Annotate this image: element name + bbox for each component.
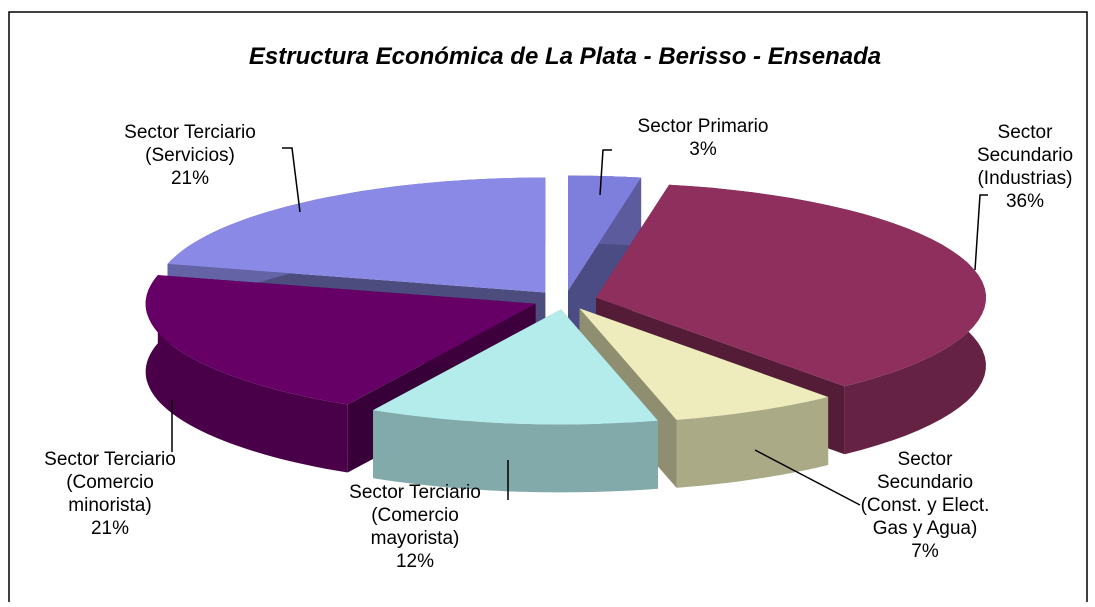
category-label: Sector Secundario (Industrias) — [977, 122, 1073, 189]
slice-side — [676, 397, 829, 488]
category-label: Sector Primario — [638, 116, 769, 137]
slice-side — [373, 410, 658, 493]
category-label: Sector Secundario (Const. y Elect. Gas y Ag… — [861, 449, 990, 539]
slice-top — [373, 309, 658, 425]
value-label: 7% — [911, 541, 939, 562]
pie-slice — [579, 308, 829, 488]
value-label: 12% — [396, 551, 434, 572]
frame — [8, 11, 1088, 607]
category-label: Sector Terciario (Comercio minorista) — [44, 449, 176, 516]
leader-line — [974, 194, 988, 271]
value-label: 3% — [689, 139, 717, 160]
chart-title: Estructura Económica de La Plata - Beris… — [249, 43, 881, 70]
leader-line — [282, 147, 301, 213]
slice-side — [145, 275, 348, 473]
slice-top — [596, 184, 986, 387]
slice-top — [568, 175, 642, 291]
category-label: Sector Terciario (Comercio mayorista) — [349, 482, 481, 549]
slice-top — [167, 177, 546, 293]
value-label: 36% — [1006, 191, 1044, 212]
category-label: Sector Terciario (Servicios) — [124, 122, 256, 166]
leader-line — [754, 449, 861, 506]
pie — [145, 175, 986, 493]
slice-top — [145, 275, 536, 405]
leader-line — [599, 149, 612, 196]
value-label: 21% — [171, 168, 209, 189]
pie-slice — [373, 309, 658, 493]
slice-top — [579, 308, 829, 420]
value-label: 21% — [91, 518, 129, 539]
